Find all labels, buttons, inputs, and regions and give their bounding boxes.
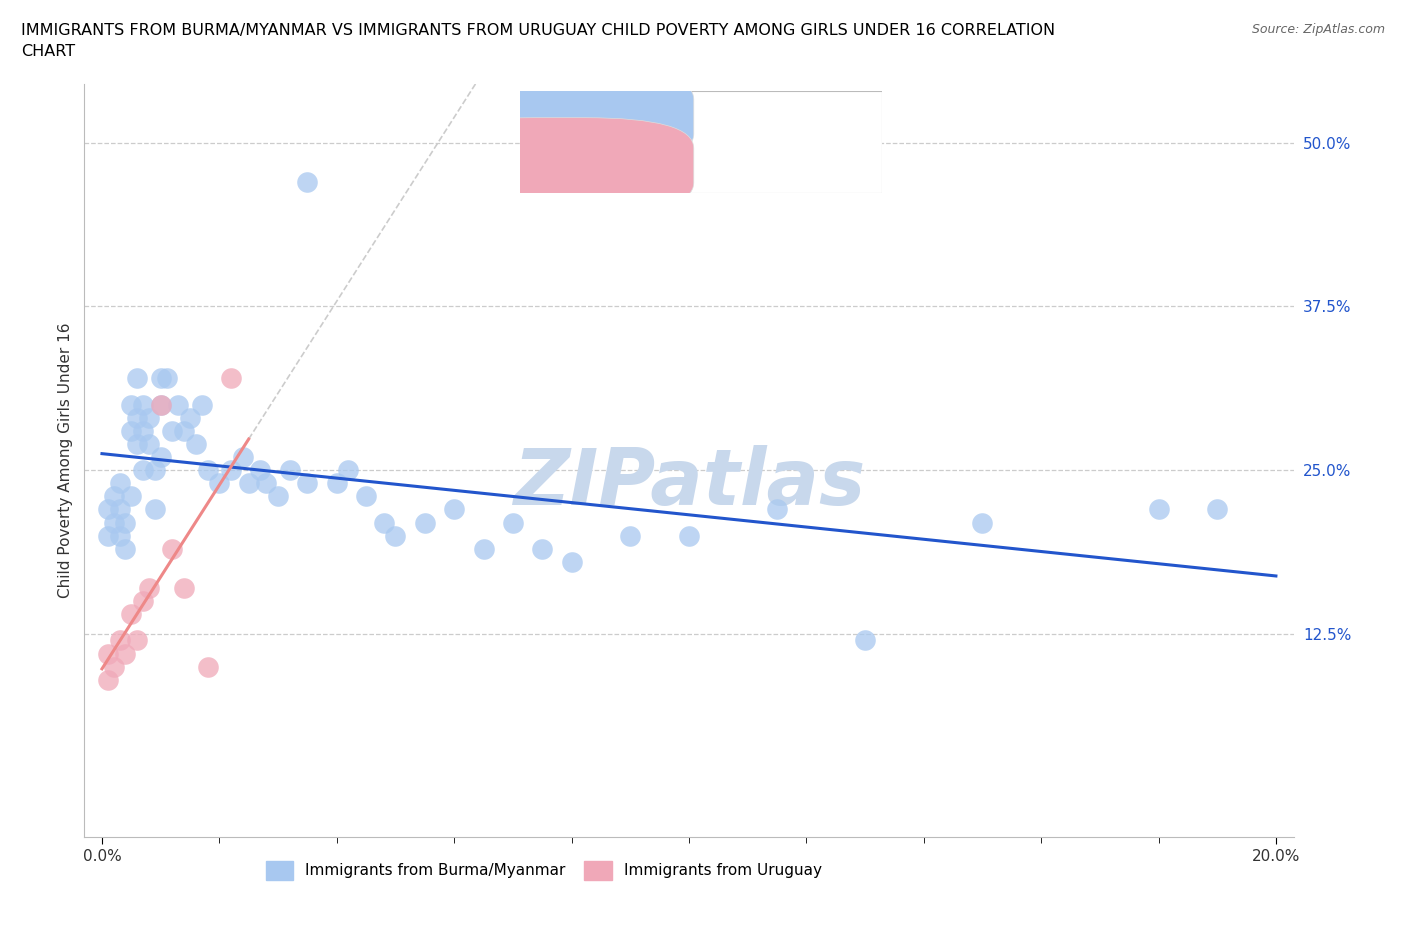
Point (97, 646, 120, 661)
Point (190, 397, 212, 412)
Point (155, 371, 177, 386)
Point (278, 463, 301, 478)
Point (197, 659, 219, 674)
Point (97, 502, 120, 517)
Point (619, 528, 641, 543)
Point (443, 502, 465, 517)
Point (132, 463, 155, 478)
Point (354, 489, 377, 504)
Point (219, 463, 242, 478)
Point (297, 476, 319, 491)
Point (502, 515, 524, 530)
Point (219, 371, 242, 386)
Point (143, 502, 166, 517)
Point (114, 515, 136, 530)
Point (143, 463, 166, 478)
Y-axis label: Child Poverty Among Girls Under 16: Child Poverty Among Girls Under 16 (58, 323, 73, 598)
Point (114, 541, 136, 556)
Point (120, 397, 142, 412)
Point (232, 449, 254, 464)
Point (179, 410, 201, 425)
Text: IMMIGRANTS FROM BURMA/MYANMAR VS IMMIGRANTS FROM URUGUAY CHILD POVERTY AMONG GIR: IMMIGRANTS FROM BURMA/MYANMAR VS IMMIGRA… (21, 23, 1056, 38)
Point (108, 528, 131, 543)
Point (127, 633, 149, 648)
Point (103, 515, 125, 530)
Point (184, 436, 207, 451)
Point (138, 436, 160, 451)
Point (149, 397, 172, 412)
Point (472, 541, 495, 556)
Text: Source: ZipAtlas.com: Source: ZipAtlas.com (1251, 23, 1385, 36)
Point (149, 371, 172, 386)
Point (197, 463, 219, 478)
Point (162, 541, 184, 556)
Point (103, 489, 125, 504)
Point (132, 593, 155, 608)
Point (561, 554, 583, 569)
Point (120, 423, 142, 438)
Legend: Immigrants from Burma/Myanmar, Immigrants from Uruguay: Immigrants from Burma/Myanmar, Immigrant… (260, 855, 828, 886)
Point (267, 489, 290, 504)
Point (97, 672, 120, 687)
Point (132, 397, 155, 412)
Point (173, 580, 195, 595)
Point (138, 410, 160, 425)
Point (127, 410, 149, 425)
Point (127, 436, 149, 451)
Point (108, 633, 131, 648)
Point (149, 397, 172, 412)
Point (162, 423, 184, 438)
Point (108, 502, 131, 517)
Point (173, 423, 195, 438)
Point (108, 476, 131, 491)
Point (138, 580, 160, 595)
Point (120, 607, 142, 622)
Point (120, 489, 142, 504)
Point (297, 175, 319, 190)
Point (249, 463, 271, 478)
Text: CHART: CHART (21, 44, 75, 59)
Point (326, 476, 349, 491)
Point (531, 541, 554, 556)
Point (132, 423, 155, 438)
Point (1206, 502, 1229, 517)
Point (114, 646, 136, 661)
Point (678, 528, 700, 543)
Point (208, 476, 231, 491)
Point (238, 476, 260, 491)
Point (149, 449, 172, 464)
Point (337, 463, 360, 478)
Point (254, 476, 277, 491)
Point (413, 515, 436, 530)
Point (373, 515, 395, 530)
Point (853, 633, 876, 648)
Point (167, 397, 190, 412)
Point (766, 502, 789, 517)
Point (972, 515, 994, 530)
Point (127, 371, 149, 386)
Point (97, 528, 120, 543)
Text: ZIPatlas: ZIPatlas (513, 445, 865, 521)
Point (103, 659, 125, 674)
Point (384, 528, 406, 543)
Point (1147, 502, 1170, 517)
